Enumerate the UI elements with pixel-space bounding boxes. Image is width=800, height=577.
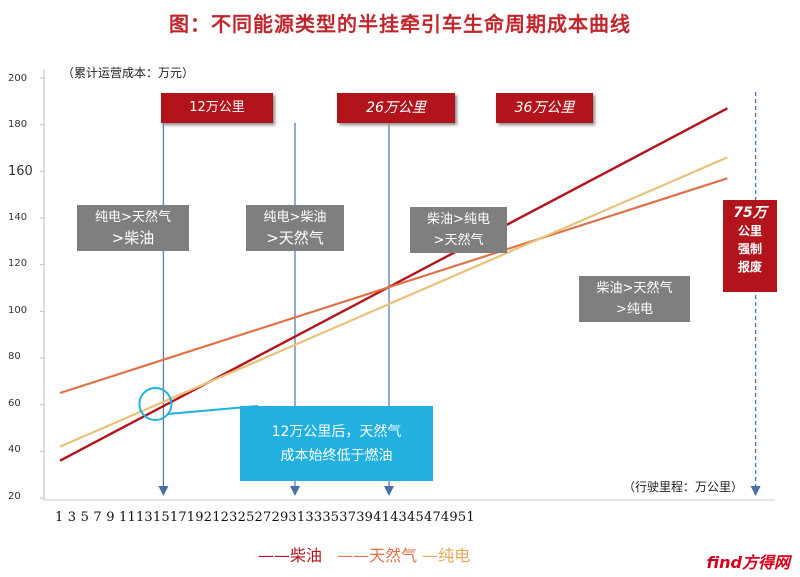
marker-arrowhead-12 [158,486,169,496]
crossover-annotation: 12万公里后，天然气 成本始终低于燃油 [240,406,433,481]
legend-gas: ——天然气 [337,546,418,565]
marker-36-label: 36万公里 [496,93,593,123]
chart-title: 图：不同能源类型的半挂牵引车生命周期成本曲线 [169,12,631,36]
watermark-logo: find方得网 [706,553,790,572]
legend-diesel: ——柴油 [258,546,323,565]
y-tick-120: 120 [8,258,28,269]
y-tick-200: 200 [8,73,28,84]
y-tick-20: 20 [8,491,21,502]
marker-arrowhead-75 [750,486,761,496]
y-axis-label: （累计运营成本：万元） [62,66,195,80]
region-label-1: 纯电>天然气 >柴油 [77,205,189,251]
marker-12-label: 12万公里 [161,93,273,123]
x-axis-label: （行驶里程：万公里） [623,480,744,494]
scrap-limit-box: 75万 公里 强制 报废 [723,200,777,292]
x-tick-labels: 1 3 5 7 9 111315171921232527293133353739… [55,510,475,525]
y-tick-180: 180 [8,119,28,130]
legend: ——柴油 ——天然气 —纯电 [258,542,470,566]
y-tick-60: 60 [8,398,21,409]
y-tick-140: 140 [8,212,28,223]
y-tick-100: 100 [8,305,28,316]
region-label-4: 柴油>天然气 >纯电 [579,276,690,322]
marker-arrowhead-26 [290,486,300,496]
region-label-2: 纯电>柴油 >天然气 [246,205,344,251]
y-tick-80: 80 [8,351,21,362]
region-label-3: 柴油>纯电 >天然气 [410,207,507,253]
crossover-circle [138,386,173,421]
legend-electric: —纯电 [422,546,471,565]
y-tick-40: 40 [8,444,21,455]
marker-arrowhead-36 [384,486,394,496]
series-line-gas [59,177,728,395]
marker-26-label: 26万公里 [337,93,455,123]
y-tick-160: 160 [8,164,33,179]
